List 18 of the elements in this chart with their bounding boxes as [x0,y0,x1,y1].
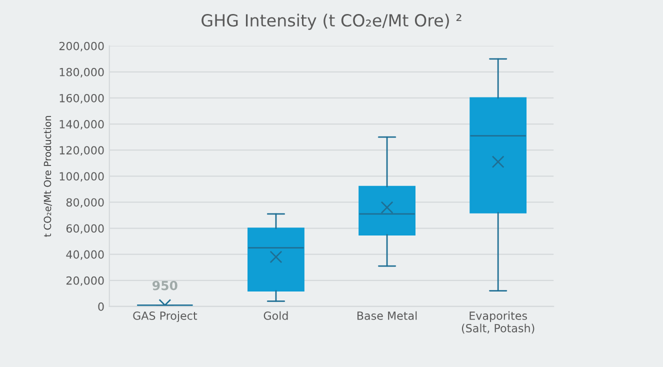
y-axis-title: t CO₂e/Mt Ore Production [44,116,52,237]
annotation: 950 [152,280,178,290]
y-tick-label: 120,000 [60,146,104,156]
y-tick-label: 200,000 [59,42,104,52]
x-tick-label: Gold [264,311,288,320]
x-tick-label: Base Metal [357,311,417,320]
y-tick-label: 80,000 [66,198,104,208]
y-tick-label: 180,000 [60,68,104,78]
y-tick-label: 0 [98,302,104,311]
x-tick-label: GAS Project [133,311,198,322]
y-tick-label: 160,000 [60,94,104,104]
y-tick-label: 60,000 [66,224,104,234]
chart-title: GHG Intensity (t CO₂e/Mt Ore) ² [202,14,462,30]
y-tick-label: 20,000 [66,276,104,286]
y-tick-label: 100,000 [60,172,104,182]
y-tick-label: 140,000 [60,120,104,130]
x-tick-label: Evaporites (Salt, Potash) [462,311,534,334]
y-tick-label: 40,000 [66,250,104,260]
